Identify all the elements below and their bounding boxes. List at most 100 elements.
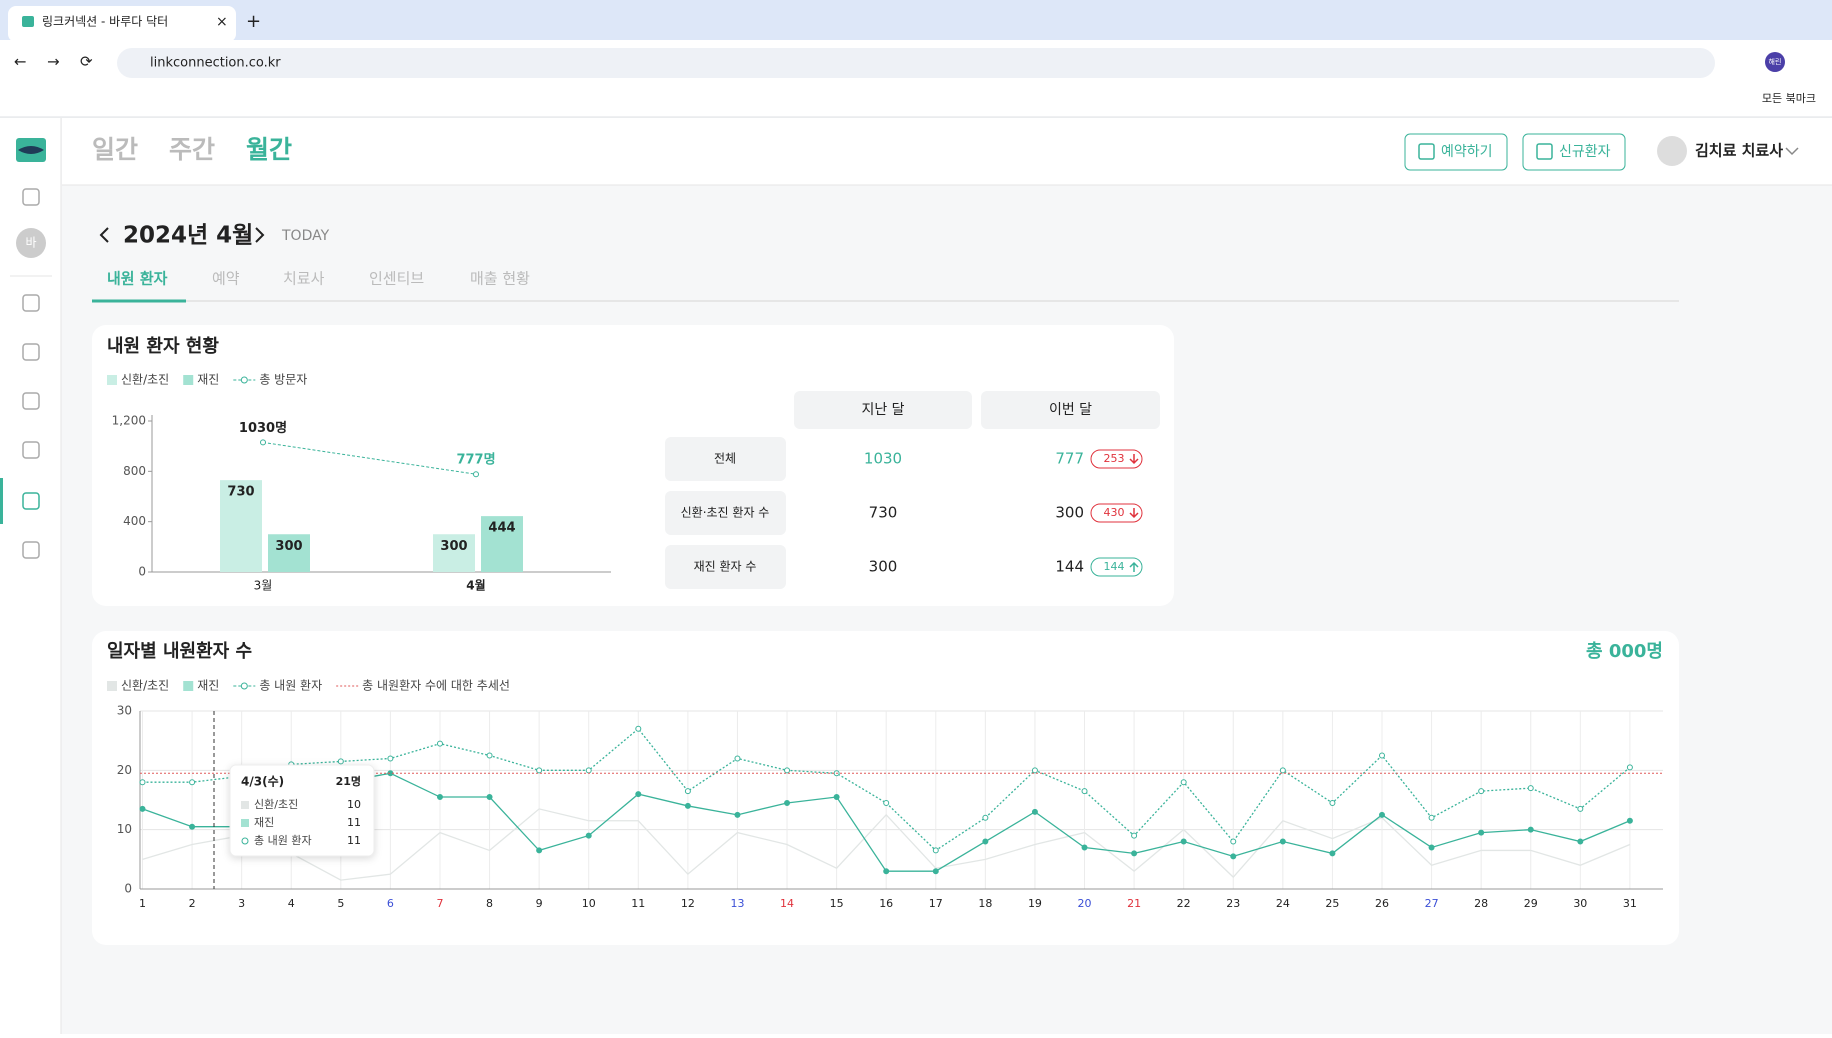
subtab[interactable]: 예약	[212, 270, 240, 288]
sidebar-icon[interactable]	[22, 392, 40, 410]
header-button[interactable]	[1522, 133, 1626, 171]
chevron[interactable]	[1785, 147, 1799, 156]
point	[784, 799, 791, 806]
point	[536, 847, 543, 854]
month-title: 2024년 4월	[123, 223, 253, 249]
sidebar-icon[interactable]	[22, 441, 40, 459]
legend-swatch	[183, 681, 194, 691]
subtab[interactable]: 내원 환자	[107, 270, 168, 288]
sidebar-avatar: 바	[25, 236, 36, 250]
sidebar-icon[interactable]	[22, 294, 40, 312]
x-tick-label: 24	[1276, 897, 1290, 910]
x-tick-label: 25	[1325, 897, 1339, 910]
point	[1626, 817, 1633, 824]
nav-button[interactable]: ←	[14, 53, 27, 71]
header-button-label[interactable]: 신규환자	[1559, 144, 1611, 160]
y-tick-label: 400	[123, 514, 146, 528]
nav-button[interactable]: →	[47, 53, 60, 71]
point	[1626, 764, 1633, 771]
point	[1527, 785, 1534, 792]
point	[1031, 808, 1038, 815]
point	[1131, 832, 1138, 839]
user-name[interactable]: 김치료 치료사	[1695, 142, 1783, 160]
sidebar-icon[interactable]	[22, 492, 40, 510]
next-month[interactable]	[255, 227, 265, 243]
user-avatar	[1657, 136, 1687, 166]
subtab[interactable]: 치료사	[283, 270, 325, 288]
point	[486, 794, 493, 801]
x-tick-label: 17	[929, 897, 943, 910]
period-tab[interactable]: 일간	[92, 135, 138, 164]
change-value: 253	[1104, 452, 1125, 465]
legend-swatch	[183, 375, 194, 385]
bar	[481, 516, 523, 572]
url-bar[interactable]	[117, 48, 1715, 78]
header-button-label[interactable]: 예약하기	[1441, 144, 1493, 160]
x-tick-label: 7	[436, 897, 443, 910]
bar-label: 444	[488, 521, 515, 536]
x-tick-label: 11	[631, 897, 645, 910]
point	[1478, 829, 1485, 836]
today-button[interactable]: TODAY	[281, 228, 330, 244]
period-tab[interactable]: 월간	[246, 135, 292, 164]
change-arrow	[1129, 561, 1139, 572]
sidebar-icon[interactable]	[22, 541, 40, 559]
x-tick-label: 29	[1524, 897, 1538, 910]
tooltip-swatch	[241, 819, 249, 827]
point	[1180, 838, 1187, 845]
subtab[interactable]: 인센티브	[369, 270, 424, 288]
point	[932, 868, 939, 875]
table-header-cell	[981, 391, 1160, 429]
row-label-cell	[665, 437, 786, 481]
bar	[268, 534, 310, 572]
point-label: 1030명	[239, 420, 287, 436]
point	[1031, 767, 1038, 774]
point	[536, 767, 543, 774]
legend-label: 재진	[197, 679, 219, 693]
point	[1279, 838, 1286, 845]
last-month-value: 300	[869, 558, 898, 576]
tooltip-name: 재진	[254, 816, 274, 829]
url: linkconnection.co.kr	[150, 56, 281, 71]
x-tick-label: 6	[387, 897, 394, 910]
x-tick-label: 10	[582, 897, 596, 910]
x-tick-label: 3	[238, 897, 245, 910]
point	[982, 838, 989, 845]
logo	[18, 146, 44, 154]
legend-swatch	[240, 682, 248, 690]
tab-close[interactable]: ×	[216, 14, 228, 30]
tooltip-name: 신환/초진	[254, 798, 298, 811]
bar-label: 730	[227, 485, 254, 500]
y-tick-label: 800	[123, 464, 146, 478]
x-tick-label: 27	[1425, 897, 1439, 910]
new-tab[interactable]: +	[246, 11, 261, 32]
header-button[interactable]	[1404, 133, 1508, 171]
tooltip-value: 11	[347, 834, 361, 847]
point	[734, 811, 741, 818]
legend-label: 총 방문자	[259, 373, 307, 387]
sidebar-icon[interactable]	[22, 343, 40, 361]
point	[585, 767, 592, 774]
period-tab[interactable]: 주간	[169, 135, 215, 164]
subtab[interactable]: 매출 현황	[470, 270, 530, 288]
nav-button[interactable]: ⟳	[80, 53, 93, 71]
legend-swatch	[240, 376, 248, 384]
prev-month[interactable]	[99, 227, 109, 243]
row-label: 재진 환자 수	[694, 560, 757, 574]
point	[635, 791, 642, 798]
x-tick-label: 15	[830, 897, 844, 910]
profile[interactable]	[1765, 52, 1785, 72]
bar-label: 300	[440, 539, 467, 554]
table-header: 지난 달	[861, 402, 904, 418]
point	[473, 471, 479, 478]
row-label: 전체	[714, 452, 736, 466]
sidebar-icon[interactable]	[22, 188, 40, 206]
point	[486, 752, 493, 759]
table-header-cell	[794, 391, 972, 429]
x-tick-label: 18	[978, 897, 992, 910]
tab-strip	[0, 0, 1832, 40]
tab[interactable]	[8, 6, 236, 42]
legend-label: 신환/초진	[121, 679, 169, 693]
sidebar-active	[0, 478, 3, 524]
